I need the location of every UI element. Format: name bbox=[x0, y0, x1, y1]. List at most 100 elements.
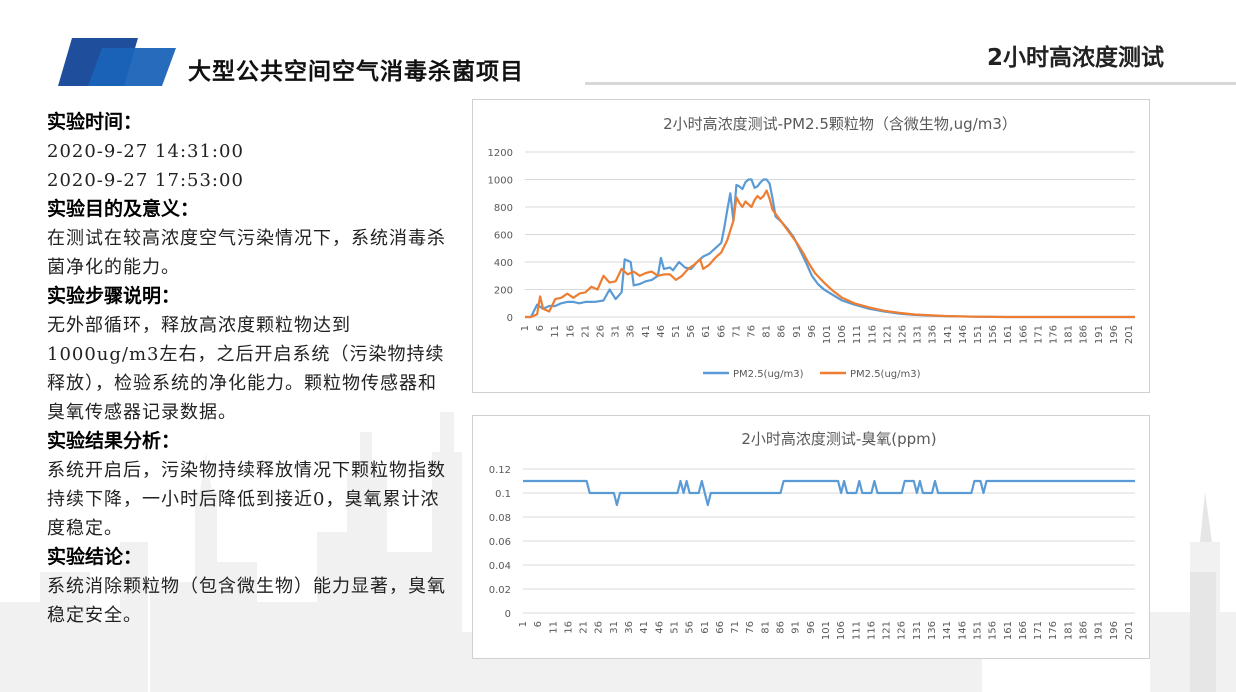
x-tick-label: 86 bbox=[776, 621, 787, 634]
x-tick-label: 36 bbox=[626, 325, 637, 338]
x-tick-label: 166 bbox=[1018, 325, 1029, 344]
x-tick-label: 156 bbox=[988, 621, 999, 640]
page-title: 大型公共空间空气消毒杀菌项目 bbox=[188, 59, 524, 85]
conclusion-text: 系统消除颗粒物（包含微生物）能力显著，臭氧稳定安全。 bbox=[47, 576, 446, 626]
x-tick-label: 126 bbox=[897, 621, 908, 640]
x-tick-label: 196 bbox=[1109, 325, 1120, 344]
y-tick-label: 0.02 bbox=[489, 585, 511, 596]
x-tick-label: 16 bbox=[563, 621, 574, 634]
x-tick-label: 71 bbox=[730, 621, 741, 634]
x-tick-label: 176 bbox=[1048, 621, 1059, 640]
x-tick-label: 16 bbox=[565, 325, 576, 338]
x-tick-label: 91 bbox=[791, 621, 802, 634]
x-tick-label: 31 bbox=[609, 621, 620, 634]
x-tick-label: 161 bbox=[1003, 621, 1014, 640]
y-tick-label: 600 bbox=[494, 231, 513, 242]
x-tick-label: 151 bbox=[973, 325, 984, 344]
parallelogram-logo-icon bbox=[58, 38, 176, 86]
x-tick-label: 166 bbox=[1018, 621, 1029, 640]
header-divider bbox=[585, 82, 1236, 85]
x-tick-label: 41 bbox=[641, 325, 652, 338]
x-tick-label: 1 bbox=[518, 621, 529, 627]
x-tick-label: 136 bbox=[928, 325, 939, 344]
x-tick-label: 171 bbox=[1033, 621, 1044, 640]
x-tick-label: 131 bbox=[912, 621, 923, 640]
x-tick-label: 1 bbox=[520, 325, 531, 331]
ozone-chart-panel: 2小时高浓度测试-臭氧(ppm) 0 0.02 0.04 0.06 0.08 0.1 0.12… bbox=[472, 415, 1150, 659]
x-tick-label: 156 bbox=[988, 325, 999, 344]
x-tick-label: 116 bbox=[866, 621, 877, 640]
x-tick-label: 111 bbox=[851, 621, 862, 640]
x-tick-label: 96 bbox=[807, 325, 818, 338]
y-tick-label: 1200 bbox=[488, 148, 513, 159]
x-tick-label: 186 bbox=[1079, 325, 1090, 344]
x-tick-label: 121 bbox=[882, 621, 893, 640]
x-tick-label: 61 bbox=[701, 325, 712, 338]
series-line bbox=[525, 189, 1135, 319]
y-tick-label: 1000 bbox=[488, 176, 513, 187]
purpose-heading: 实验目的及意义： bbox=[47, 198, 200, 220]
x-tick-label: 76 bbox=[745, 621, 756, 634]
x-tick-label: 81 bbox=[760, 621, 771, 634]
series-line bbox=[525, 178, 1135, 319]
series-line bbox=[523, 479, 1135, 507]
x-tick-label: 146 bbox=[957, 621, 968, 640]
steps-text: 无外部循环，释放高浓度颗粒物达到1000ug/m3左右，之后开启系统（污染物持续… bbox=[47, 315, 445, 423]
x-tick-label: 101 bbox=[822, 325, 833, 344]
x-tick-label: 66 bbox=[716, 325, 727, 338]
x-tick-label: 71 bbox=[731, 325, 742, 338]
y-tick-label: 0.1 bbox=[495, 489, 511, 500]
x-tick-label: 201 bbox=[1124, 621, 1135, 640]
x-tick-label: 56 bbox=[686, 325, 697, 338]
time-start: 2020-9-27 14:31:00 bbox=[47, 141, 244, 162]
x-tick-label: 126 bbox=[897, 325, 908, 344]
pm25-chart-panel: 2小时高浓度测试-PM2.5颗粒物（含微生物,ug/m3） 0 200 400 600 8… bbox=[472, 99, 1150, 393]
result-heading: 实验结果分析： bbox=[47, 430, 181, 452]
y-tick-label: 200 bbox=[494, 286, 513, 297]
y-tick-label: 0.08 bbox=[489, 513, 511, 524]
x-tick-label: 181 bbox=[1063, 621, 1074, 640]
x-tick-label: 96 bbox=[806, 621, 817, 634]
x-tick-label: 26 bbox=[595, 325, 606, 338]
x-tick-label: 201 bbox=[1124, 325, 1135, 344]
result-text: 系统开启后，污染物持续释放情况下颗粒物指数持续下降，一小时后降低到接近0，臭氧累… bbox=[47, 460, 446, 539]
chart-title: 2小时高浓度测试-PM2.5颗粒物（含微生物,ug/m3） bbox=[663, 115, 1017, 133]
pm25-line-chart: 2小时高浓度测试-PM2.5颗粒物（含微生物,ug/m3） 0 200 400 600 8… bbox=[488, 115, 1135, 380]
x-tick-label: 31 bbox=[611, 325, 622, 338]
x-tick-label: 121 bbox=[882, 325, 893, 344]
experiment-description: 实验时间： 2020-9-27 14:31:00 2020-9-27 17:53… bbox=[47, 108, 447, 630]
time-end: 2020-9-27 17:53:00 bbox=[47, 170, 244, 191]
x-tick-label: 191 bbox=[1094, 621, 1105, 640]
x-tick-label: 181 bbox=[1064, 325, 1075, 344]
y-tick-label: 400 bbox=[494, 258, 513, 269]
x-tick-label: 41 bbox=[639, 621, 650, 634]
x-tick-label: 136 bbox=[927, 621, 938, 640]
section-subtitle: 2小时高浓度测试 bbox=[986, 45, 1164, 71]
x-tick-label: 186 bbox=[1078, 621, 1089, 640]
x-tick-label: 131 bbox=[913, 325, 924, 344]
x-tick-label: 106 bbox=[836, 621, 847, 640]
x-tick-label: 101 bbox=[821, 621, 832, 640]
y-tick-label: 0.04 bbox=[489, 561, 511, 572]
x-tick-label: 76 bbox=[746, 325, 757, 338]
conclusion-heading: 实验结论： bbox=[47, 546, 143, 568]
x-tick-label: 26 bbox=[594, 621, 605, 634]
x-tick-label: 116 bbox=[867, 325, 878, 344]
x-tick-label: 21 bbox=[580, 325, 591, 338]
x-tick-label: 151 bbox=[972, 621, 983, 640]
x-tick-label: 6 bbox=[535, 325, 546, 331]
x-tick-label: 176 bbox=[1048, 325, 1059, 344]
x-tick-label: 141 bbox=[942, 621, 953, 640]
x-tick-label: 111 bbox=[852, 325, 863, 344]
x-tick-label: 11 bbox=[550, 325, 561, 338]
ozone-line-chart: 2小时高浓度测试-臭氧(ppm) 0 0.02 0.04 0.06 0.08 0.1 0.12… bbox=[489, 430, 1135, 640]
x-tick-label: 51 bbox=[669, 621, 680, 634]
y-tick-label: 0 bbox=[507, 313, 513, 324]
purpose-text: 在测试在较高浓度空气污染情况下，系统消毒杀菌净化的能力。 bbox=[47, 228, 446, 278]
legend-label: PM2.5(ug/m3) bbox=[850, 369, 921, 380]
x-tick-label: 81 bbox=[762, 325, 773, 338]
x-tick-label: 106 bbox=[837, 325, 848, 344]
y-tick-label: 0.12 bbox=[489, 465, 511, 476]
x-tick-label: 161 bbox=[1003, 325, 1014, 344]
steps-heading: 实验步骤说明： bbox=[47, 285, 181, 307]
